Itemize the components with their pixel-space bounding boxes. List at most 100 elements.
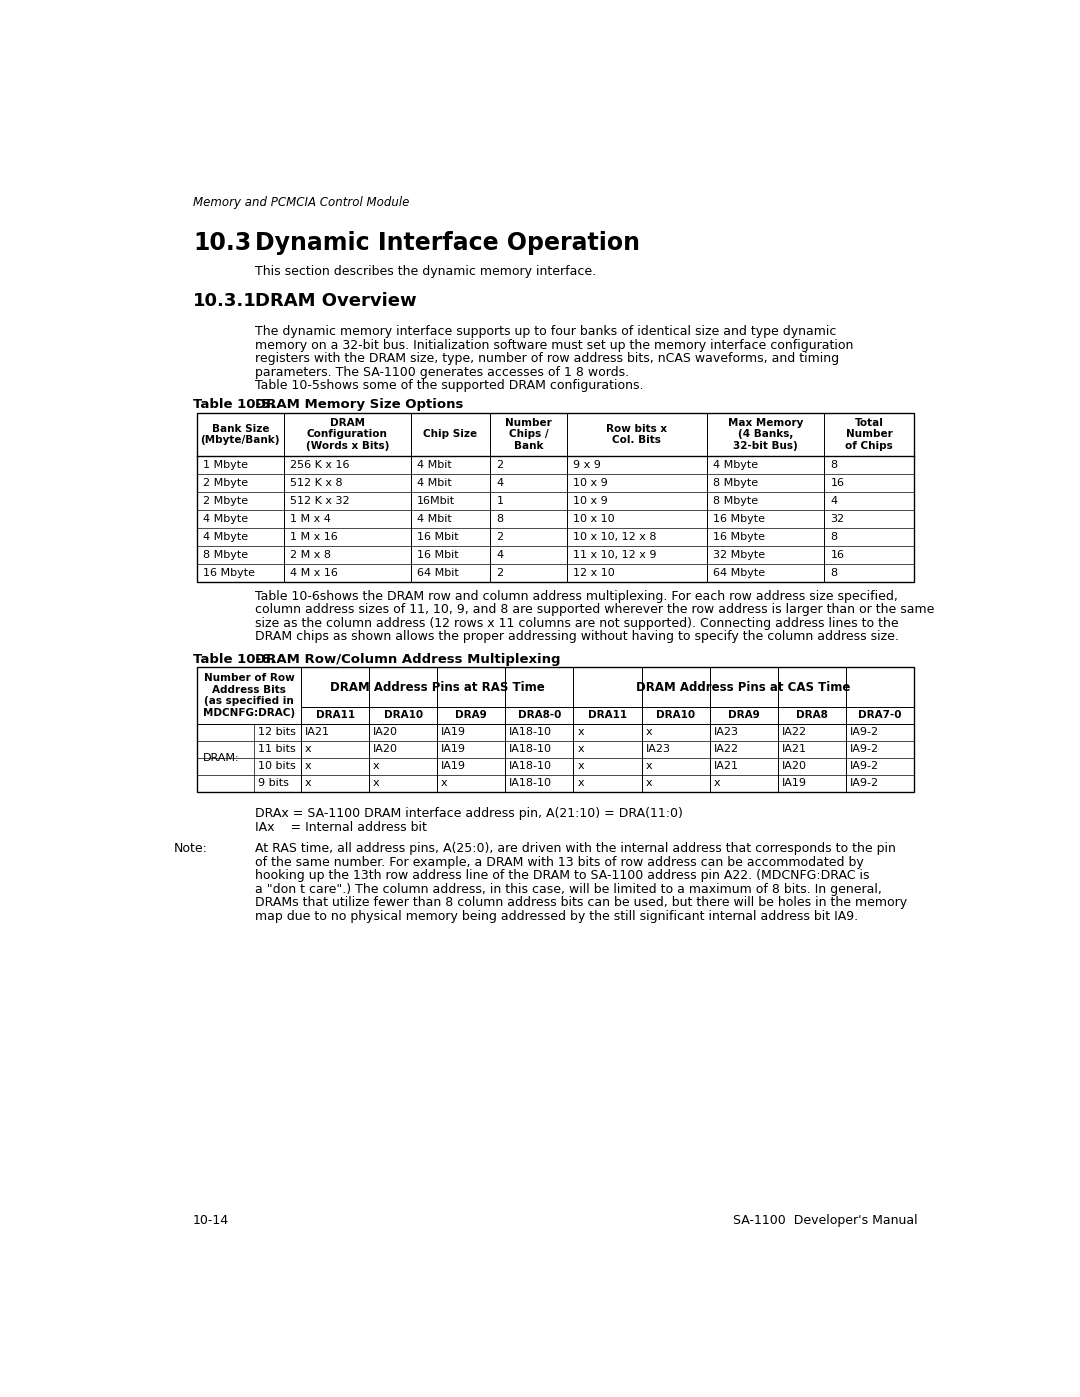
- Text: DRA10: DRA10: [383, 711, 422, 721]
- Text: 32: 32: [831, 514, 845, 524]
- Text: DRA8: DRA8: [796, 711, 827, 721]
- Text: of the same number. For example, a DRAM with 13 bits of row address can be accom: of the same number. For example, a DRAM …: [255, 855, 864, 869]
- Text: IAx    = Internal address bit: IAx = Internal address bit: [255, 820, 427, 834]
- Text: 4 Mbit: 4 Mbit: [417, 478, 451, 488]
- Text: Row bits x
Col. Bits: Row bits x Col. Bits: [606, 423, 667, 446]
- Text: 4: 4: [497, 550, 503, 560]
- Text: 8: 8: [831, 569, 838, 578]
- Text: 4 Mbyte: 4 Mbyte: [203, 514, 248, 524]
- Text: 2 M x 8: 2 M x 8: [289, 550, 330, 560]
- Text: DRAM Address Pins at RAS Time: DRAM Address Pins at RAS Time: [329, 680, 544, 693]
- Text: DRA10: DRA10: [656, 711, 696, 721]
- Text: DRAx = SA-1100 DRAM interface address pin, A(21:10) = DRA(11:0): DRAx = SA-1100 DRAM interface address pi…: [255, 807, 683, 820]
- Text: IA19: IA19: [782, 778, 807, 788]
- Text: IA19: IA19: [441, 761, 467, 771]
- Text: x: x: [373, 778, 380, 788]
- Text: x: x: [714, 778, 720, 788]
- Text: 8 Mbyte: 8 Mbyte: [714, 496, 758, 506]
- Text: x: x: [305, 745, 311, 754]
- Text: DRAMs that utilize fewer than 8 column address bits can be used, but there will : DRAMs that utilize fewer than 8 column a…: [255, 895, 907, 909]
- Text: x: x: [373, 761, 380, 771]
- Text: x: x: [305, 761, 311, 771]
- Text: 1 M x 4: 1 M x 4: [289, 514, 330, 524]
- Text: IA19: IA19: [441, 728, 467, 738]
- Text: The dynamic memory interface supports up to four banks of identical size and typ: The dynamic memory interface supports up…: [255, 326, 837, 338]
- Text: 4 M x 16: 4 M x 16: [289, 569, 338, 578]
- Text: parameters. The SA-1100 generates accesses of 1 8 words.: parameters. The SA-1100 generates access…: [255, 366, 630, 379]
- Text: 1 M x 16: 1 M x 16: [289, 532, 338, 542]
- Text: Chip Size: Chip Size: [423, 429, 477, 440]
- Text: DRA9: DRA9: [728, 711, 759, 721]
- Text: x: x: [578, 745, 584, 754]
- Text: DRA7-0: DRA7-0: [859, 711, 902, 721]
- Text: 16 Mbyte: 16 Mbyte: [714, 532, 766, 542]
- Text: 2 Mbyte: 2 Mbyte: [203, 496, 248, 506]
- Text: 16: 16: [831, 550, 845, 560]
- Text: 10 bits: 10 bits: [258, 761, 296, 771]
- Text: column address sizes of 11, 10, 9, and 8 are supported wherever the row address : column address sizes of 11, 10, 9, and 8…: [255, 604, 934, 616]
- Text: IA9-2: IA9-2: [850, 745, 879, 754]
- Text: IA21: IA21: [714, 761, 739, 771]
- Text: 16Mbit: 16Mbit: [417, 496, 455, 506]
- Text: 2 Mbyte: 2 Mbyte: [203, 478, 248, 488]
- Text: IA18-10: IA18-10: [509, 745, 552, 754]
- Text: 16 Mbit: 16 Mbit: [417, 532, 459, 542]
- Text: Max Memory
(4 Banks,
32-bit Bus): Max Memory (4 Banks, 32-bit Bus): [728, 418, 804, 451]
- Text: Number of Row
Address Bits
(as specified in
MDCNFG:DRAC): Number of Row Address Bits (as specified…: [203, 673, 295, 718]
- Text: 4 Mbit: 4 Mbit: [417, 514, 451, 524]
- Text: 8: 8: [497, 514, 503, 524]
- Text: 10-14: 10-14: [193, 1214, 229, 1227]
- Text: Note:: Note:: [174, 842, 207, 855]
- Bar: [197, 414, 914, 583]
- Text: 1: 1: [497, 496, 503, 506]
- Text: 12 bits: 12 bits: [258, 728, 296, 738]
- Text: 10 x 10, 12 x 8: 10 x 10, 12 x 8: [572, 532, 657, 542]
- Text: IA9-2: IA9-2: [850, 761, 879, 771]
- Text: 8 Mbyte: 8 Mbyte: [714, 478, 758, 488]
- Text: IA18-10: IA18-10: [509, 761, 552, 771]
- Text: IA9-2: IA9-2: [850, 728, 879, 738]
- Text: Number
Chips /
Bank: Number Chips / Bank: [505, 418, 552, 451]
- Text: 10.3: 10.3: [193, 231, 252, 254]
- Text: IA19: IA19: [441, 745, 467, 754]
- Text: DRA8-0: DRA8-0: [517, 711, 561, 721]
- Text: 4: 4: [831, 496, 838, 506]
- Text: 16 Mbit: 16 Mbit: [417, 550, 459, 560]
- Text: 16: 16: [831, 478, 845, 488]
- Text: IA23: IA23: [646, 745, 671, 754]
- Text: IA9-2: IA9-2: [850, 778, 879, 788]
- Text: size as the column address (12 rows x 11 columns are not supported). Connecting : size as the column address (12 rows x 11…: [255, 617, 899, 630]
- Text: IA22: IA22: [714, 745, 739, 754]
- Text: 11 x 10, 12 x 9: 11 x 10, 12 x 9: [572, 550, 657, 560]
- Text: registers with the DRAM size, type, number of row address bits, nCAS waveforms, : registers with the DRAM size, type, numb…: [255, 352, 839, 366]
- Text: memory on a 32-bit bus. Initialization software must set up the memory interface: memory on a 32-bit bus. Initialization s…: [255, 339, 853, 352]
- Text: Total
Number
of Chips: Total Number of Chips: [846, 418, 893, 451]
- Text: map due to no physical memory being addressed by the still significant internal : map due to no physical memory being addr…: [255, 909, 859, 922]
- Text: 10 x 9: 10 x 9: [572, 478, 608, 488]
- Text: DRAM Address Pins at CAS Time: DRAM Address Pins at CAS Time: [636, 680, 851, 693]
- Text: x: x: [578, 778, 584, 788]
- Text: SA-1100  Developer's Manual: SA-1100 Developer's Manual: [733, 1214, 918, 1227]
- Text: 8: 8: [831, 532, 838, 542]
- Text: 256 K x 16: 256 K x 16: [289, 460, 349, 469]
- Text: DRAM Overview: DRAM Overview: [255, 292, 417, 310]
- Text: IA20: IA20: [373, 728, 399, 738]
- Text: 16 Mbyte: 16 Mbyte: [203, 569, 255, 578]
- Text: x: x: [441, 778, 448, 788]
- Text: x: x: [578, 728, 584, 738]
- Text: At RAS time, all address pins, A(25:0), are driven with the internal address tha: At RAS time, all address pins, A(25:0), …: [255, 842, 896, 855]
- Text: 512 K x 32: 512 K x 32: [289, 496, 349, 506]
- Text: IA23: IA23: [714, 728, 739, 738]
- Text: DRA11: DRA11: [588, 711, 627, 721]
- Text: DRAM chips as shown allows the proper addressing without having to specify the c: DRAM chips as shown allows the proper ad…: [255, 630, 899, 644]
- Text: 4 Mbit: 4 Mbit: [417, 460, 451, 469]
- Text: DRAM Row/Column Address Multiplexing: DRAM Row/Column Address Multiplexing: [255, 654, 561, 666]
- Text: 4: 4: [497, 478, 503, 488]
- Text: Table 10-6.: Table 10-6.: [193, 654, 275, 666]
- Text: 4 Mbyte: 4 Mbyte: [714, 460, 758, 469]
- Text: 2: 2: [497, 532, 503, 542]
- Text: 64 Mbit: 64 Mbit: [417, 569, 459, 578]
- Text: IA18-10: IA18-10: [509, 728, 552, 738]
- Text: IA21: IA21: [782, 745, 807, 754]
- Text: DRA11: DRA11: [315, 711, 354, 721]
